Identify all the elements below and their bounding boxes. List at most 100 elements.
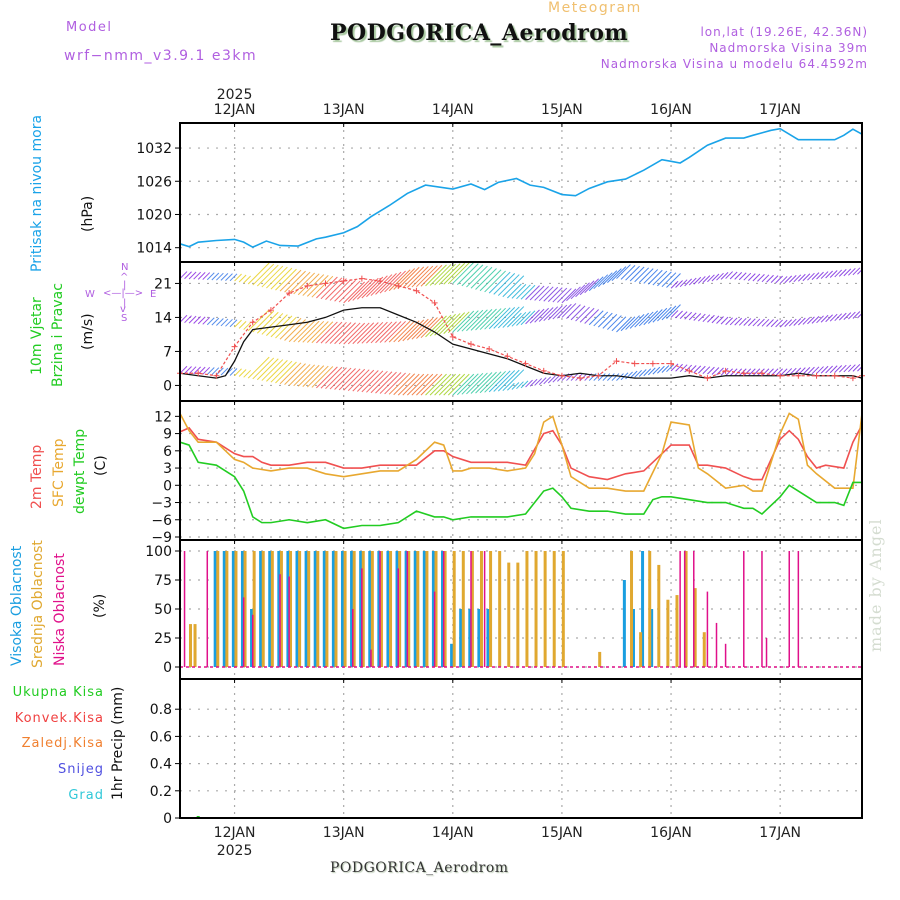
y-tick-label: 0: [163, 811, 172, 827]
wind-barb: [420, 373, 443, 396]
wind-barb: [711, 273, 720, 282]
cloud-low-bar: [765, 638, 768, 667]
wind-barb: [316, 276, 338, 299]
wind-barb: [297, 320, 320, 343]
wind-barb: [329, 322, 352, 344]
gust-marker: [649, 360, 656, 367]
wind-barb: [625, 265, 640, 281]
wind-barb: [438, 263, 461, 285]
wind-barb: [316, 366, 338, 389]
wind-barb: [738, 368, 747, 377]
wind-barb: [775, 368, 783, 377]
wind-barb: [848, 267, 856, 276]
wind-barb: [607, 315, 622, 330]
wind-barb: [266, 266, 288, 289]
wind-barb: [184, 271, 192, 280]
wind-barb: [597, 373, 606, 381]
wind-barb: [566, 304, 581, 319]
wind-barb: [797, 317, 806, 326]
wind-barb: [584, 278, 600, 294]
wind-barb: [479, 371, 502, 394]
wind-barb: [470, 309, 493, 331]
wind-barb: [784, 368, 793, 376]
compass-east: E: [150, 289, 157, 300]
wind-barb: [575, 306, 590, 322]
wind-barb: [643, 310, 659, 326]
cloud-low-bar: [470, 551, 472, 667]
wind-barb: [543, 306, 559, 322]
cloud-mid-bar: [361, 551, 365, 667]
wind-barb: [379, 271, 402, 294]
wind-barb: [507, 312, 522, 328]
wind-barb: [693, 313, 702, 321]
wind-barb: [570, 284, 586, 300]
cloud-high-bar: [650, 609, 654, 667]
wind-barb: [816, 315, 824, 324]
gust-marker: [740, 370, 747, 377]
wind-barb: [343, 368, 366, 391]
wind-barb: [406, 373, 429, 396]
cloud-high-bar: [213, 551, 217, 667]
wind-barb: [857, 365, 862, 372]
cloud-high-bar: [404, 551, 408, 667]
wind-barb: [420, 316, 443, 339]
y-tick-label: 50: [154, 602, 172, 618]
station-title: PODGORICA_Aerodrom: [330, 20, 629, 46]
wind-barb: [634, 267, 650, 283]
wind-barb: [293, 320, 316, 343]
wind-barb: [711, 315, 720, 324]
wind-barb: [525, 379, 533, 388]
wind-barb: [193, 316, 201, 324]
cloud-high-bar: [431, 551, 435, 667]
wind-barb: [679, 311, 688, 319]
gust-marker: [558, 372, 565, 379]
wind-barb: [375, 371, 397, 394]
wind-barb: [679, 364, 688, 373]
cloud-high-bar: [322, 551, 326, 667]
cloud-mid-bar: [525, 551, 529, 667]
wind-barb: [752, 273, 761, 282]
wind-barb: [611, 316, 627, 332]
wind-barb: [366, 370, 388, 393]
wind-barb: [747, 273, 756, 281]
wind-barb: [766, 319, 774, 327]
wind-barb: [493, 307, 516, 329]
cloud-low-bar: [379, 551, 381, 667]
wind-barb: [334, 322, 356, 345]
wind-barb: [793, 274, 802, 283]
wind-barb: [402, 266, 425, 289]
wind-barb: [211, 317, 220, 326]
wind-barb: [597, 272, 613, 288]
wind-barb: [716, 272, 724, 281]
wind-barb: [534, 286, 549, 301]
wind-barb: [338, 322, 361, 345]
wind-barb: [434, 313, 456, 336]
wind-barb: [293, 364, 316, 387]
wind-barb: [302, 365, 325, 387]
wind-barb: [475, 268, 497, 290]
wind-barb: [238, 321, 247, 329]
wind-barb: [325, 367, 347, 390]
wind-barb: [684, 311, 693, 320]
wind-barb: [352, 369, 375, 392]
cloud-low-bar: [715, 622, 718, 667]
wind-barb: [788, 318, 797, 327]
wind-barb: [684, 278, 693, 287]
cloud-low-bar: [288, 576, 290, 667]
wind-barb: [752, 368, 761, 377]
gust-marker: [304, 282, 311, 289]
cloud-mid-bar: [334, 551, 338, 667]
year-label-bottom: 2025: [217, 843, 253, 859]
wind-barb: [657, 365, 665, 374]
wind-barb: [202, 366, 211, 375]
wind-barb: [657, 306, 672, 322]
wind-barb: [652, 366, 661, 375]
y-tick-label: 1032: [136, 141, 172, 157]
wind-barb: [402, 319, 425, 342]
wind-barb: [520, 310, 536, 326]
wind-barb: [838, 364, 847, 373]
wind-barb: [788, 274, 797, 283]
cloud-mid-bar: [684, 551, 688, 667]
wind-barb: [493, 273, 516, 295]
cloud-high-bar: [641, 551, 645, 667]
